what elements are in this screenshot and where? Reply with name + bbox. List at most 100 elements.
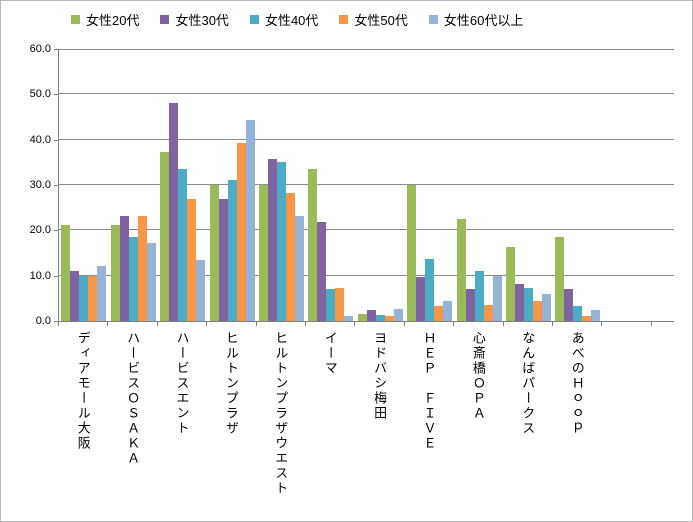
- x-axis-tick: [404, 322, 405, 326]
- y-axis-tick: [54, 321, 58, 322]
- x-axis-tick: [256, 322, 257, 326]
- y-axis-tick: [54, 139, 58, 141]
- bar-series4-cat6: [393, 308, 403, 321]
- bar-series3-cat4: [285, 192, 295, 321]
- bar-series1-cat1: [119, 215, 129, 321]
- bar-series0-cat3: [209, 185, 219, 321]
- x-axis-tick: [453, 322, 454, 326]
- bar-series4-cat4: [294, 215, 304, 321]
- bar-series3-cat2: [187, 199, 197, 321]
- bar-series2-cat7: [425, 259, 435, 321]
- bar-series0-cat1: [110, 224, 120, 321]
- bar-series0-cat5: [308, 169, 318, 321]
- bar-series0-cat8: [456, 219, 466, 321]
- x-axis-tick: [58, 322, 59, 326]
- x-axis-label: ハービスエント: [174, 331, 190, 436]
- bar-series3-cat1: [137, 216, 147, 321]
- bar-series0-cat2: [160, 151, 170, 321]
- bar-series4-cat8: [492, 276, 502, 321]
- bar-series4-cat9: [541, 294, 551, 321]
- bar-series1-cat8: [465, 288, 475, 321]
- x-axis-tick: [157, 322, 158, 326]
- y-axis-tick: [54, 49, 58, 50]
- bar-series0-cat6: [357, 314, 367, 321]
- x-axis-tick: [305, 322, 306, 326]
- y-axis-tick-label: 0.0: [35, 315, 51, 327]
- bar-series2-cat2: [178, 168, 188, 321]
- bar-series2-cat10: [573, 305, 583, 321]
- legend-swatch-icon: [339, 15, 349, 24]
- x-axis-label: イーマ: [322, 331, 338, 376]
- legend-label: 女性60代以上: [443, 13, 524, 28]
- bar-series4-cat2: [196, 260, 206, 321]
- legend-item: 女性40代: [249, 10, 318, 29]
- legend-item: 女性20代: [71, 10, 139, 29]
- bar-series4-cat10: [591, 309, 601, 321]
- bar-series3-cat5: [335, 288, 345, 321]
- legend-label: 女性30代: [175, 13, 229, 28]
- bar-series2-cat8: [474, 270, 484, 321]
- legend-swatch-icon: [428, 15, 438, 24]
- bar-series2-cat9: [523, 288, 533, 321]
- bar-series3-cat10: [582, 316, 592, 321]
- y-axis-tick-label: 60.0: [29, 43, 51, 55]
- bar-series1-cat6: [366, 309, 376, 321]
- y-axis-tick-label: 30.0: [29, 179, 51, 191]
- y-axis-tick: [54, 275, 58, 277]
- x-axis-tick: [503, 322, 504, 326]
- gridline: [59, 93, 674, 95]
- bar-series2-cat5: [326, 288, 336, 321]
- bar-series3-cat8: [483, 305, 493, 321]
- x-axis-label: なんばパークス: [520, 331, 536, 436]
- x-axis-tick: [354, 322, 355, 326]
- x-axis-label: ヨドバシ梅田: [372, 331, 388, 421]
- bar-series1-cat10: [564, 288, 574, 321]
- x-axis-tick: [651, 322, 652, 326]
- y-axis-tick-label: 50.0: [29, 88, 51, 101]
- y-axis-tick: [54, 230, 58, 232]
- legend-swatch-icon: [160, 15, 170, 24]
- bar-series2-cat0: [79, 276, 89, 321]
- bar-series0-cat7: [407, 185, 417, 321]
- bar-series0-cat9: [505, 247, 515, 321]
- bar-series1-cat5: [317, 222, 327, 321]
- bar-series3-cat3: [236, 142, 246, 321]
- legend: 女性20代 女性30代 女性40代 女性50代 女性60代以上: [71, 10, 523, 29]
- x-axis-tick: [206, 322, 207, 326]
- legend-swatch-icon: [249, 15, 259, 24]
- x-axis-tick: [601, 322, 602, 326]
- legend-item: 女性50代: [339, 10, 408, 29]
- bar-series1-cat0: [70, 271, 80, 321]
- bar-series3-cat6: [384, 316, 394, 321]
- bar-series1-cat9: [514, 283, 524, 321]
- bar-series2-cat1: [128, 237, 138, 321]
- bar-series1-cat3: [218, 198, 228, 321]
- x-axis-label: ＨＥＰ ＦＩＶＥ: [421, 331, 437, 451]
- bar-series3-cat0: [88, 276, 98, 321]
- bar-series2-cat4: [276, 162, 286, 321]
- bar-series4-cat1: [146, 242, 156, 321]
- x-axis-label: ヒルトンプラザウエスト: [273, 331, 289, 496]
- bar-series3-cat9: [532, 301, 542, 321]
- legend-item: 女性30代: [160, 10, 229, 29]
- y-axis-tick-label: 10.0: [29, 269, 51, 282]
- bar-series1-cat7: [416, 277, 426, 321]
- legend-label: 女性50代: [354, 13, 408, 28]
- bar-series3-cat7: [434, 305, 444, 321]
- y-axis-tick-label: 40.0: [29, 133, 51, 146]
- gridline: [59, 49, 674, 50]
- x-axis-tick: [107, 322, 108, 326]
- x-axis-label: あべのＨｏｏｐ: [569, 331, 585, 436]
- bar-series0-cat10: [555, 236, 565, 321]
- legend-item: 女性60代以上: [428, 10, 524, 29]
- bar-series0-cat0: [61, 224, 71, 321]
- gridline: [59, 274, 674, 276]
- gridline: [59, 184, 674, 185]
- y-axis-tick: [54, 185, 58, 186]
- legend-label: 女性20代: [86, 13, 140, 28]
- x-axis-label: ハービスＯＳＡＫＡ: [125, 331, 141, 466]
- bar-series4-cat5: [344, 316, 354, 321]
- x-axis-label: ヒルトンプラザ: [223, 331, 239, 436]
- y-axis-tick-label: 20.0: [29, 224, 51, 237]
